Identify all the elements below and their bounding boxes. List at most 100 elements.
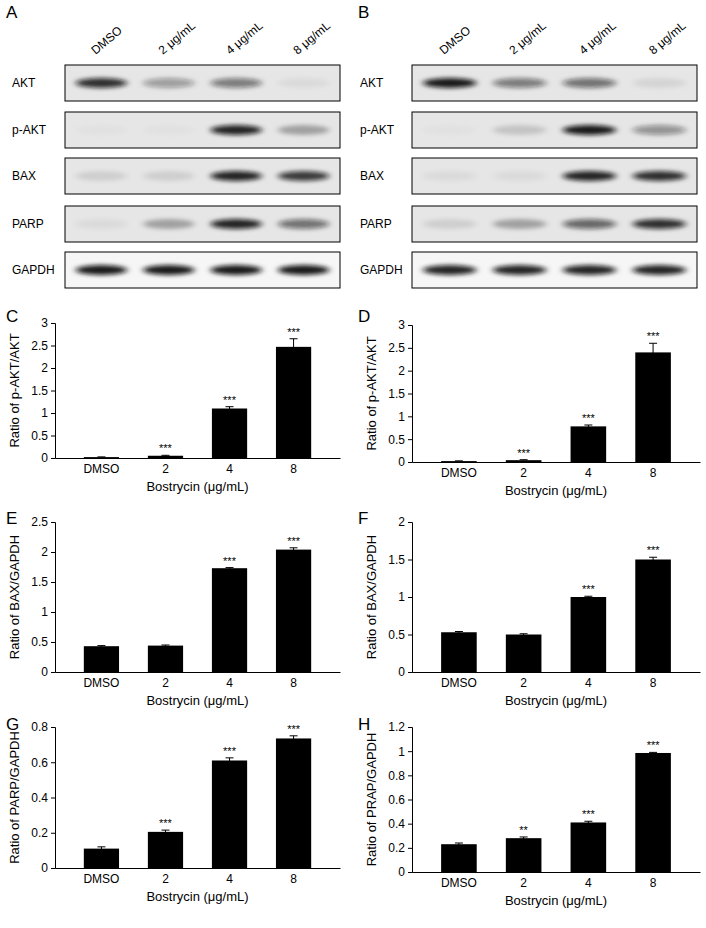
lane-label: 4 μg/mL bbox=[576, 18, 619, 57]
y-tick: 2 bbox=[398, 515, 412, 529]
y-tick: 0.5 bbox=[388, 433, 412, 447]
bar-panel: G*********00.20.40.60.8DMSO248Bostrycin … bbox=[6, 715, 341, 904]
error-bar bbox=[584, 596, 592, 598]
error-cap bbox=[649, 557, 657, 558]
y-tick: 3 bbox=[398, 318, 412, 332]
y-tick-mark bbox=[51, 368, 55, 369]
x-tick: DMSO bbox=[83, 458, 119, 476]
y-tick-mark bbox=[408, 727, 412, 728]
error-cap bbox=[455, 843, 463, 844]
y-tick: 0.6 bbox=[31, 756, 55, 770]
x-tick-label: 4 bbox=[226, 462, 233, 476]
error-cap bbox=[649, 343, 657, 344]
significance: *** bbox=[223, 394, 237, 406]
blot-band bbox=[143, 265, 194, 275]
x-axis-line bbox=[56, 458, 341, 459]
y-tick-label: 2 bbox=[41, 361, 48, 375]
blot-strip bbox=[412, 252, 697, 288]
error-bar bbox=[97, 847, 105, 851]
x-tick-label: 8 bbox=[650, 466, 657, 480]
error-bar bbox=[584, 821, 592, 823]
x-tick: 2 bbox=[520, 872, 527, 890]
y-tick-mark bbox=[408, 751, 412, 752]
y-tick-mark bbox=[408, 462, 412, 463]
y-tick-mark bbox=[408, 325, 412, 326]
significance: *** bbox=[517, 447, 531, 459]
y-tick-mark bbox=[51, 868, 55, 869]
bands bbox=[76, 78, 330, 88]
error-cap bbox=[97, 846, 105, 847]
x-axis-title: Bostrycin (μg/mL) bbox=[146, 889, 248, 904]
y-tick: 1.5 bbox=[31, 384, 55, 398]
y-tick-mark bbox=[51, 833, 55, 834]
y-axis-line bbox=[408, 523, 413, 673]
x-tick-label: 8 bbox=[650, 676, 657, 690]
x-axis: DMSO248 bbox=[56, 458, 341, 476]
y-tick: 1 bbox=[398, 745, 412, 759]
panel-letter: D bbox=[358, 307, 370, 326]
y-tick-label: 0 bbox=[398, 665, 405, 679]
error-cap bbox=[290, 338, 298, 339]
bar bbox=[441, 844, 477, 872]
y-tick: 0 bbox=[398, 665, 412, 679]
x-tick: 8 bbox=[650, 872, 657, 890]
y-tick-label: 2 bbox=[398, 364, 405, 378]
y-tick: 1 bbox=[41, 406, 55, 420]
y-tick-label: 1.5 bbox=[31, 575, 48, 589]
bar bbox=[212, 760, 247, 868]
y-tick: 0 bbox=[41, 451, 55, 465]
error-cap bbox=[226, 406, 234, 407]
y-tick-label: 1.5 bbox=[388, 387, 405, 401]
blot-band bbox=[633, 219, 686, 229]
bands bbox=[76, 219, 330, 229]
bar bbox=[276, 738, 311, 868]
y-tick: 1.5 bbox=[31, 575, 55, 589]
y-tick-label: 2 bbox=[41, 545, 48, 559]
significance: *** bbox=[159, 442, 173, 454]
error-cap bbox=[649, 752, 657, 753]
error-bar bbox=[290, 548, 298, 552]
error-stem bbox=[293, 339, 294, 355]
error-bar bbox=[226, 407, 234, 411]
y-tick-label: 2.5 bbox=[31, 515, 48, 529]
y-tick-mark bbox=[51, 762, 55, 763]
bar-panel: F******00.511.52DMSO248Bostrycin (μg/mL)… bbox=[358, 509, 701, 708]
error-cap bbox=[97, 645, 105, 646]
x-tick: 8 bbox=[290, 868, 297, 886]
bar-panel: H********00.20.40.60.811.2DMSO248Bostryc… bbox=[358, 715, 701, 908]
bar bbox=[635, 352, 671, 462]
x-tick: 4 bbox=[585, 872, 592, 890]
y-tick: 2 bbox=[41, 545, 55, 559]
y-tick-mark bbox=[51, 323, 55, 324]
lane-label: 2 μg/mL bbox=[507, 18, 550, 57]
blot-band bbox=[278, 78, 329, 88]
error-cap bbox=[584, 821, 592, 822]
blot-strip bbox=[412, 158, 697, 194]
x-tick: DMSO bbox=[83, 868, 119, 886]
error-cap bbox=[290, 735, 298, 736]
y-tick-label: 0.6 bbox=[388, 793, 405, 807]
x-tick-label: DMSO bbox=[441, 466, 477, 480]
y-tick-label: 0.8 bbox=[31, 720, 48, 734]
x-tick-label: 2 bbox=[520, 876, 527, 890]
error-bar bbox=[161, 645, 169, 646]
x-tick: 4 bbox=[226, 868, 233, 886]
bars bbox=[441, 557, 671, 672]
bands bbox=[423, 125, 686, 135]
blot-band bbox=[211, 125, 262, 135]
y-axis-line bbox=[51, 324, 56, 459]
blot-strip bbox=[65, 252, 340, 288]
y-tick-label: 0 bbox=[398, 455, 405, 469]
y-axis-title: Ratio of BAX/GAPDH bbox=[7, 535, 22, 659]
error-cap bbox=[226, 757, 234, 758]
x-tick: 4 bbox=[585, 462, 592, 480]
y-tick-label: 0.5 bbox=[388, 628, 405, 642]
error-bar bbox=[290, 736, 298, 741]
error-stem bbox=[293, 736, 294, 741]
row-label: BAX bbox=[12, 169, 36, 183]
error-bar bbox=[649, 343, 657, 361]
y-tick-mark bbox=[408, 439, 412, 440]
panel-letter: A bbox=[6, 3, 18, 22]
x-tick-label: 4 bbox=[585, 676, 592, 690]
x-axis-title: Bostrycin (μg/mL) bbox=[505, 693, 607, 708]
